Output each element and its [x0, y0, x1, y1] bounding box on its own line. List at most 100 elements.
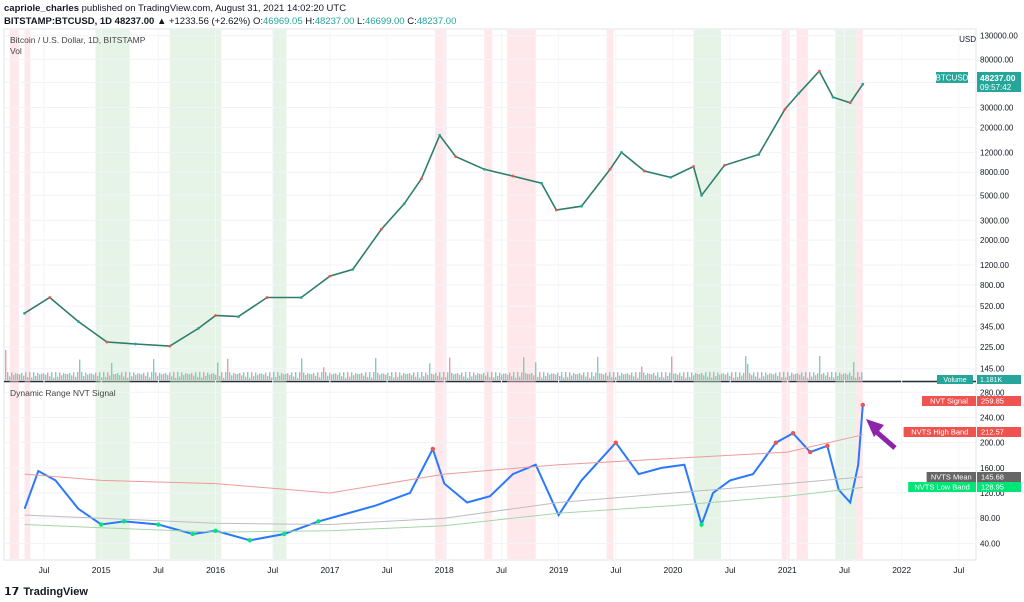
- volume-bar: [205, 375, 207, 380]
- volume-bar: [601, 373, 603, 380]
- volume-bar: [67, 374, 69, 380]
- volume-bar: [707, 376, 709, 380]
- volume-bar: [167, 374, 169, 380]
- volume-bar: [503, 373, 505, 380]
- volume-bar: [321, 372, 323, 380]
- volume-bar: [465, 372, 467, 380]
- volume-bar: [663, 377, 665, 380]
- volume-bar: [177, 372, 179, 380]
- volume-bar: [41, 373, 43, 380]
- volume-bar: [859, 376, 861, 380]
- nvt-label-name: NVTS Mean: [931, 473, 972, 482]
- price-y-tick: 12000.00: [980, 148, 1014, 157]
- volume-bar: [533, 375, 535, 380]
- volume-bar: [339, 372, 341, 380]
- volume-bar: [515, 377, 517, 380]
- price-point: [692, 165, 695, 168]
- volume-bar: [199, 372, 201, 380]
- price-point: [540, 181, 543, 185]
- price-point: [783, 107, 787, 111]
- volume-bar: [725, 374, 727, 380]
- volume-bar: [225, 372, 227, 380]
- volume-bar: [573, 372, 575, 380]
- volume-bar: [483, 372, 485, 380]
- nvt-label-name: NVTS Low Band: [914, 483, 969, 492]
- volume-bar: [495, 372, 497, 380]
- volume-bar: [187, 373, 189, 380]
- volume-bar: [625, 373, 627, 380]
- price-y-tick: 5000.00: [980, 191, 1009, 200]
- volume-bar: [219, 376, 221, 380]
- price-point: [134, 342, 137, 346]
- price-y-tick: 145.00: [980, 365, 1005, 374]
- volume-bar: [171, 376, 173, 380]
- price-point: [608, 167, 612, 171]
- volume-bar: [37, 372, 39, 380]
- volume-bar: [35, 375, 37, 380]
- volume-bar: [539, 372, 541, 380]
- price-y-tick: 3000.00: [980, 216, 1009, 225]
- volume-bar: [303, 372, 305, 380]
- volume-bar: [753, 372, 755, 380]
- volume-bar: [291, 372, 293, 380]
- volume-bar: [811, 376, 813, 380]
- publisher-name[interactable]: capriole_charles: [4, 3, 79, 14]
- volume-bar: [53, 377, 55, 380]
- nvt-point: [247, 538, 253, 543]
- x-tick: Jul: [496, 565, 507, 575]
- volume-badge-label: Volume: [943, 377, 966, 384]
- volume-bar: [367, 376, 369, 380]
- volume-bar: [429, 363, 431, 380]
- volume-bar: [85, 372, 87, 380]
- price-badge: [977, 72, 1021, 92]
- volume-bar: [543, 372, 545, 380]
- volume-bar: [363, 375, 365, 380]
- volume-bar: [557, 372, 559, 380]
- volume-bar: [471, 376, 473, 380]
- volume-bar: [235, 374, 237, 380]
- volume-bar: [57, 376, 59, 380]
- volume-bar: [563, 377, 565, 380]
- volume-bar: [343, 372, 345, 380]
- volume-bar: [249, 377, 251, 380]
- volume-bar: [593, 376, 595, 380]
- last-price: 48237.00: [114, 16, 155, 27]
- volume-bar: [323, 367, 325, 380]
- volume-bar: [413, 372, 415, 380]
- tradingview-brand[interactable]: 𝟭𝟳 TradingView: [4, 585, 88, 599]
- price-point: [197, 327, 200, 330]
- nvt-y-tick: 240.00: [980, 413, 1005, 422]
- volume-bar: [183, 375, 185, 380]
- volume-bar: [525, 373, 527, 380]
- volume-bar: [847, 374, 849, 380]
- volume-bar: [549, 374, 551, 380]
- volume-bar: [305, 374, 307, 380]
- volume-bar: [271, 377, 273, 380]
- volume-bar: [15, 373, 17, 380]
- volume-bar: [395, 372, 397, 380]
- volume-bar: [95, 372, 97, 380]
- volume-bar: [127, 377, 129, 380]
- price-point: [454, 155, 458, 159]
- price-point: [580, 204, 583, 208]
- volume-bar: [237, 374, 239, 380]
- volume-bar: [569, 372, 571, 380]
- volume-bar: [91, 373, 93, 380]
- volume-bar: [759, 377, 761, 380]
- tradingview-logo-icon: 𝟭𝟳: [4, 586, 20, 598]
- x-tick: 2019: [549, 565, 568, 575]
- volume-bar: [755, 376, 757, 380]
- volume-bar: [637, 377, 639, 380]
- nvt-y-tick: 280.00: [980, 388, 1005, 397]
- price-point: [265, 296, 269, 299]
- volume-bar: [159, 372, 161, 380]
- volume-bar: [617, 372, 619, 380]
- volume-bar: [123, 376, 125, 380]
- volume-bar: [803, 376, 805, 380]
- price-point: [817, 69, 821, 73]
- volume-bar: [781, 377, 783, 380]
- volume-bar: [711, 377, 713, 380]
- price-point: [168, 344, 172, 348]
- volume-bar: [77, 372, 79, 380]
